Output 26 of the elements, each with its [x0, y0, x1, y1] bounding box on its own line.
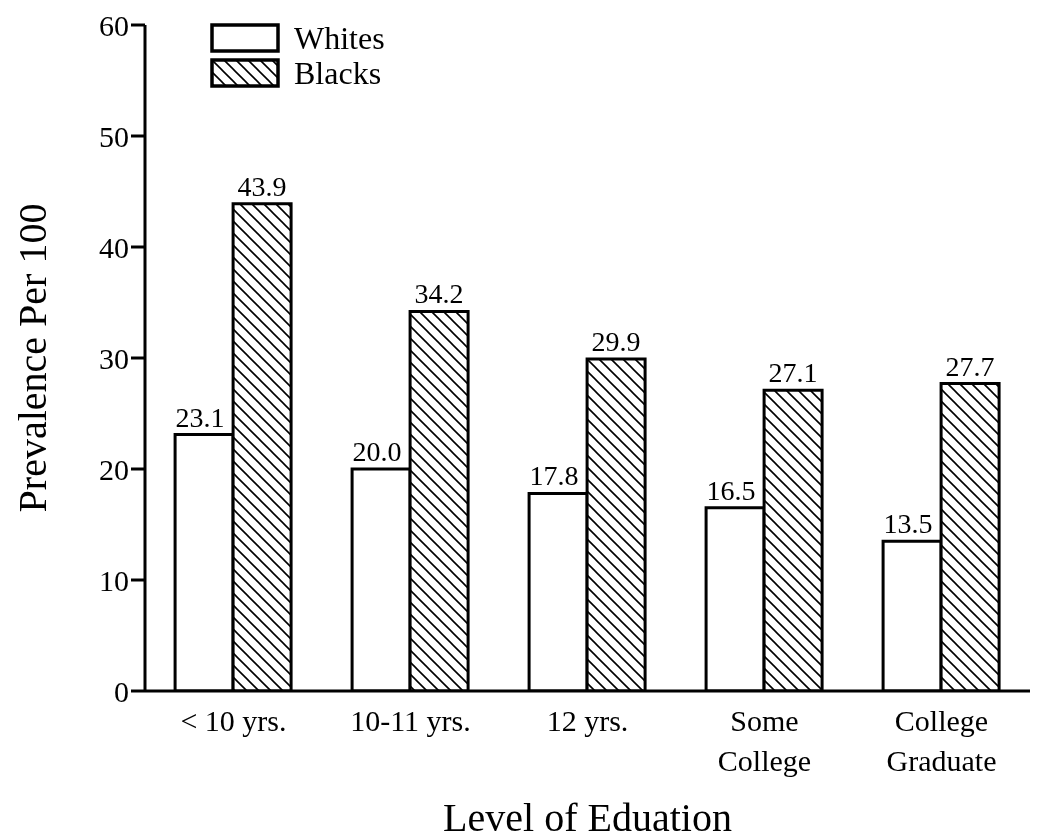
legend-label: Whites	[294, 19, 385, 56]
y-tick-label: 40	[99, 230, 129, 264]
data-label: 23.1	[175, 401, 225, 433]
y-tick-label: 50	[99, 119, 129, 153]
data-label: 13.5	[883, 508, 933, 540]
data-label: 16.5	[706, 474, 756, 506]
data-label: 29.9	[591, 326, 641, 358]
y-tick-label: 30	[99, 341, 129, 375]
data-label: 43.9	[237, 170, 287, 202]
x-tick-label: College Graduate	[886, 704, 997, 777]
x-tick-label: 12 yrs.	[546, 704, 629, 737]
y-tick-label: 60	[99, 8, 129, 42]
x-tick-label: 10-11 yrs.	[350, 704, 471, 737]
data-label: 34.2	[414, 278, 464, 310]
x-tick-label: < 10 yrs.	[180, 704, 287, 737]
x-tick-label: Some College	[717, 704, 812, 777]
y-tick-label: 0	[114, 674, 129, 708]
y-tick-label: 10	[99, 563, 129, 597]
data-label: 17.8	[529, 460, 579, 492]
legend-label: Blacks	[294, 54, 382, 91]
y-tick-label: 20	[99, 452, 129, 486]
x-axis-title: Level of Eduation	[443, 795, 732, 839]
data-label: 27.1	[768, 357, 818, 389]
data-label: 20.0	[352, 436, 402, 467]
y-axis-title: Prevalence Per 100	[10, 203, 56, 513]
data-label: 27.7	[945, 350, 995, 382]
